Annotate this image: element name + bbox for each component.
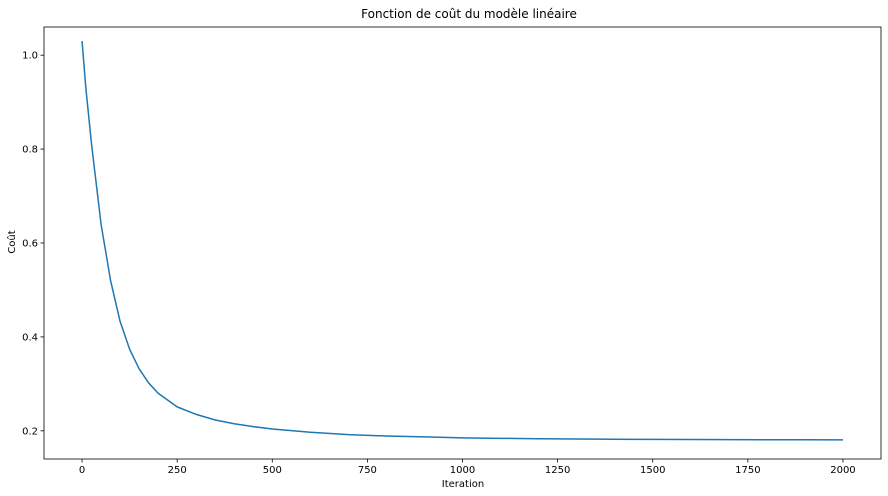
y-tick-label: 0.6 [22, 239, 38, 250]
series-line [81, 41, 843, 441]
x-tick-label: 2000 [830, 465, 855, 476]
x-tick-label: 500 [263, 465, 282, 476]
y-tick-label: 0.4 [22, 332, 38, 343]
chart-title: Fonction de coût du modèle linéaire [361, 7, 577, 21]
x-tick-label: 1000 [450, 465, 475, 476]
x-tick-label: 1750 [735, 465, 760, 476]
x-tick-label: 1250 [545, 465, 570, 476]
plot-area: 0 250 500 750 1000 1250 1500 1750 2000 0.2 0.4 0.6 0… [22, 26, 882, 476]
x-tick-label: 750 [358, 465, 377, 476]
y-axis-label: Coût [6, 230, 18, 253]
x-tick-label: 1500 [640, 465, 665, 476]
x-tick-label: 250 [168, 465, 187, 476]
x-axis-label: Iteration [442, 479, 484, 490]
plot-frame [43, 26, 882, 460]
y-tick-label: 1.0 [22, 51, 38, 62]
y-tick-label: 0.2 [22, 426, 38, 437]
x-tick-label: 0 [79, 465, 85, 476]
y-tick-label: 0.8 [22, 145, 38, 156]
